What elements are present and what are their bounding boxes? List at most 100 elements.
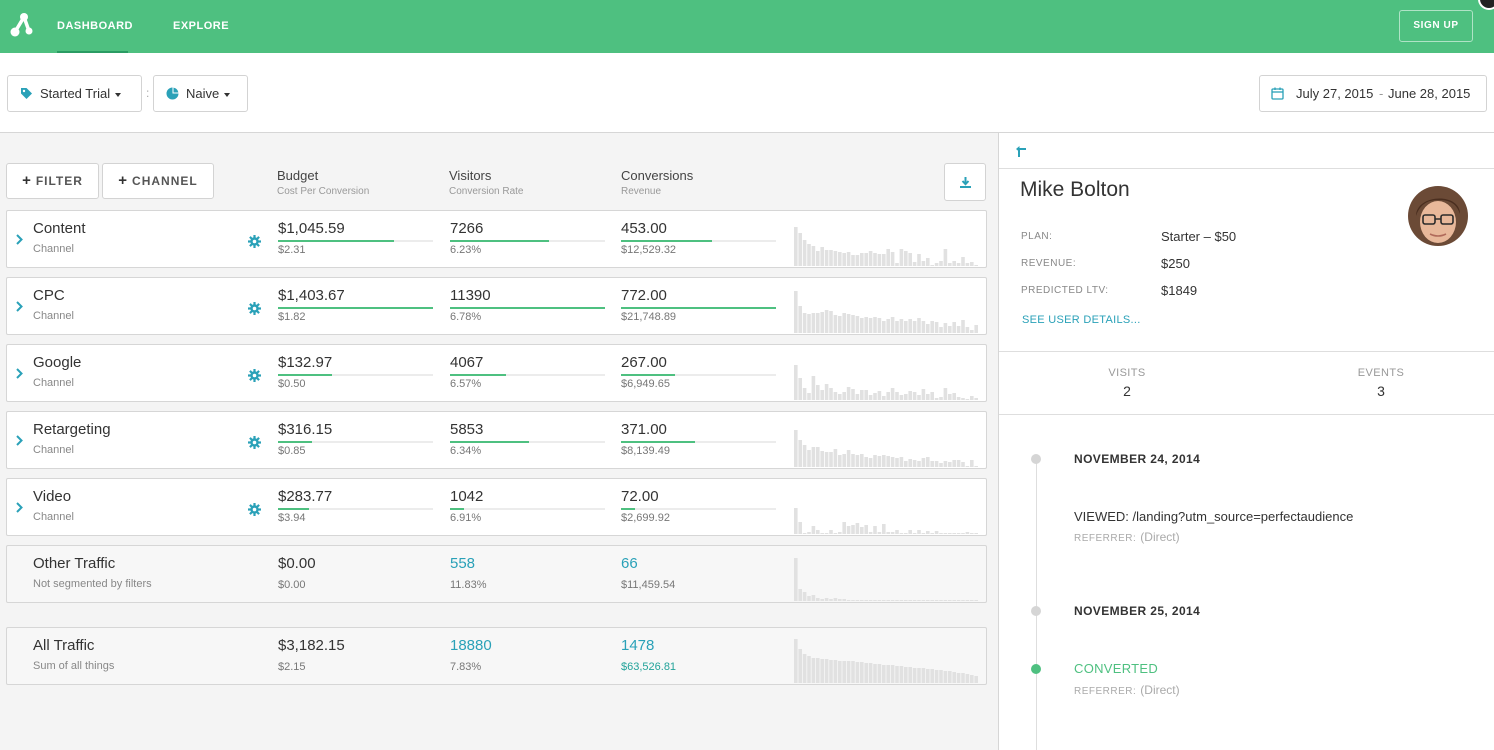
cell-value[interactable]: 66 (621, 555, 638, 572)
sparkline-bar (855, 255, 860, 266)
row-name: Retargeting (33, 421, 111, 438)
sparkline-bar (895, 321, 899, 333)
sparkline-bar (970, 675, 974, 683)
add-filter-button[interactable]: + FILTER (6, 163, 99, 199)
sparkline-bar (956, 533, 961, 534)
revenue-value: $250 (1161, 256, 1190, 271)
app-logo-icon[interactable] (8, 12, 34, 38)
sparkline-bar (811, 526, 816, 534)
sparkline-bar (851, 389, 855, 400)
download-button[interactable] (944, 163, 986, 201)
date-range-picker[interactable]: July 27, 2015 - June 28, 2015 (1259, 75, 1487, 112)
sparkline-bar (860, 454, 864, 467)
progress-track (450, 508, 605, 510)
column-header-budget[interactable]: Budget Cost Per Conversion (277, 168, 369, 197)
row-subtitle: Channel (33, 310, 74, 322)
sparkline-bar (838, 661, 842, 683)
timeline-event[interactable]: CONVERTED (1074, 661, 1159, 676)
date-end: June 28, 2015 (1388, 86, 1471, 101)
sparkline-bar (952, 261, 956, 266)
sparkline-bar (886, 249, 890, 266)
sparkline-bar (934, 461, 939, 467)
chevron-right-icon[interactable] (16, 435, 23, 446)
event-dropdown[interactable]: Started Trial (7, 75, 142, 112)
progress-track (621, 374, 776, 376)
table-row[interactable]: Video Channel $283.77 $3.94 1042 6.91% 72.00 $2… (6, 478, 987, 536)
column-header-conversions[interactable]: Conversions Revenue (621, 168, 693, 197)
progress-fill (450, 374, 506, 376)
gear-icon[interactable] (248, 302, 261, 315)
see-user-details-link[interactable]: SEE USER DETAILS... (1022, 314, 1141, 326)
sparkline-bar (824, 533, 829, 534)
cell-value[interactable]: 558 (450, 555, 476, 572)
sparkline-bar (961, 398, 965, 400)
sparkline-bar (811, 658, 816, 683)
chevron-right-icon[interactable] (16, 368, 23, 379)
chevron-right-icon[interactable] (16, 301, 23, 312)
sparkline-bar (939, 327, 943, 333)
table-row[interactable]: Content Channel $1,045.59 $2.31 7266 6.23% 453… (6, 210, 987, 268)
cell-value[interactable]: 1478 (621, 637, 655, 654)
back-arrow-icon[interactable] (1015, 145, 1029, 159)
events-label: EVENTS (1357, 367, 1405, 379)
sparkline-bar (886, 665, 890, 683)
cell-value[interactable]: 18880 (450, 637, 492, 654)
sparkline-bar (934, 322, 939, 333)
sparkline-bar (921, 261, 926, 266)
timeline-date: NOVEMBER 24, 2014 (1074, 452, 1201, 466)
sparkline-bar (956, 263, 961, 266)
sparkline-bar (939, 670, 943, 683)
table-cell: 5853 6.34% (450, 421, 605, 457)
sparkline-bar (868, 532, 873, 534)
divider (999, 168, 1494, 169)
sparkline-bar (926, 324, 930, 333)
cell-value: $1,045.59 (278, 220, 345, 237)
add-channel-button[interactable]: + CHANNEL (102, 163, 214, 199)
sparkline-bar (864, 253, 868, 266)
sparkline-bar (917, 318, 921, 333)
sparkline-bar (917, 600, 921, 601)
signup-button[interactable]: SIGN UP (1399, 10, 1473, 42)
sparkline-bar (877, 532, 882, 534)
nav-explore[interactable]: EXPLORE (173, 20, 230, 32)
timeline-referrer: REFERRER: (Direct) (1074, 530, 1180, 544)
nav-dashboard[interactable]: DASHBOARD (57, 0, 133, 53)
table-row[interactable]: Retargeting Channel $316.15 $0.85 5853 6.34% 3… (6, 411, 987, 469)
sparkline-bar (943, 323, 948, 333)
sparkline-bar (926, 600, 930, 601)
cell-value: $283.77 (278, 488, 333, 505)
progress-track (450, 240, 605, 242)
cell-subvalue: $2.15 (278, 661, 306, 673)
sparkline-bar (930, 669, 934, 683)
chevron-right-icon[interactable] (16, 234, 23, 245)
table-row[interactable]: CPC Channel $1,403.67 $1.82 11390 6.78% 772.00… (6, 277, 987, 335)
sparkline-bar (816, 385, 820, 400)
sparkline-bar (811, 313, 816, 333)
gear-icon[interactable] (248, 503, 261, 516)
close-icon[interactable] (1478, 0, 1494, 10)
chevron-right-icon[interactable] (16, 502, 23, 513)
sparkline-bar (956, 600, 961, 601)
sparkline-bar (820, 533, 824, 534)
column-header-visitors[interactable]: Visitors Conversion Rate (449, 168, 523, 197)
event-label: Started Trial (40, 86, 111, 101)
timeline-event[interactable]: VIEWED: /landing?utm_source=perfectaudie… (1074, 509, 1354, 524)
gear-icon[interactable] (248, 369, 261, 382)
cell-subvalue: 6.57% (450, 378, 482, 390)
progress-fill (450, 441, 529, 443)
sparkline-bar (926, 457, 930, 467)
sparkline-bar (965, 532, 970, 534)
sparkline-bar (820, 390, 824, 400)
sparkline-bar (921, 321, 926, 333)
progress-fill (621, 240, 712, 242)
progress-fill (278, 441, 312, 443)
cell-subvalue: $2.31 (278, 244, 306, 256)
gear-icon[interactable] (248, 436, 261, 449)
plan-label: PLAN: (1021, 231, 1053, 242)
model-dropdown[interactable]: Naive (153, 75, 248, 112)
table-row[interactable]: Google Channel $132.97 $0.50 4067 6.57% 267.00… (6, 344, 987, 402)
sparkline-bar (912, 668, 917, 683)
visits-label: VISITS (1108, 367, 1146, 379)
progress-track (450, 441, 605, 443)
gear-icon[interactable] (248, 235, 261, 248)
